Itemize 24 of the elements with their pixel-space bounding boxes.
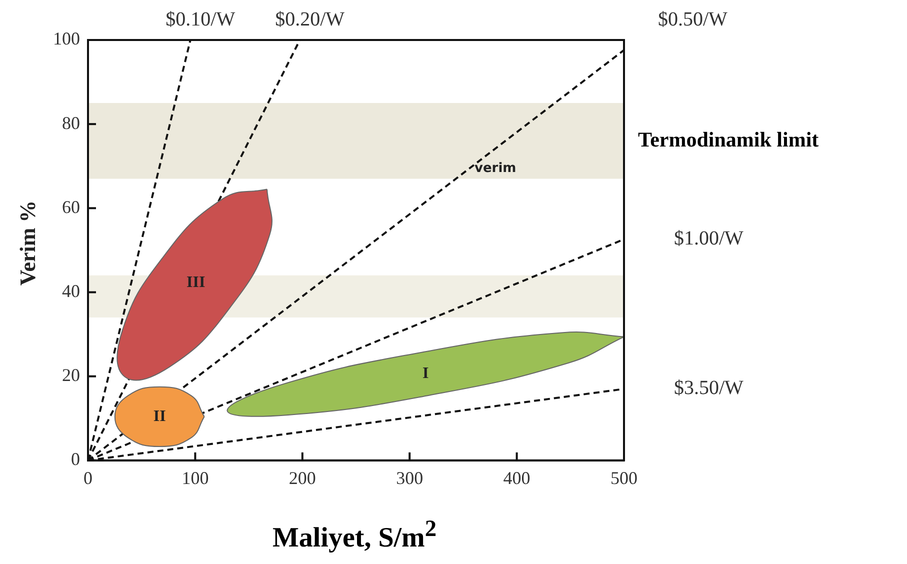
- y-tick-label: 20: [62, 365, 80, 386]
- x-tick-label: 500: [610, 468, 638, 488]
- y-tick-label: 60: [62, 196, 80, 217]
- annotation: verim: [474, 161, 516, 176]
- series-label: III: [186, 274, 206, 292]
- x-tick-label: 0: [84, 468, 92, 488]
- series-label: $0.50/W: [658, 8, 728, 30]
- y-tick-label: 0: [71, 449, 80, 470]
- series-label: $0.10/W: [166, 8, 236, 30]
- series-label: II: [153, 408, 166, 425]
- y-tick-label: 40: [62, 280, 80, 301]
- y-tick-label: 100: [53, 28, 80, 49]
- x-tick-label: 300: [396, 468, 424, 488]
- text: $3.50/W: [674, 377, 744, 400]
- series-label: $0.20/W: [275, 8, 345, 30]
- x-tick-label: 400: [503, 468, 530, 488]
- band-label: Termodinamik limit: [638, 127, 819, 152]
- y-axis-title: Verim %: [15, 199, 41, 288]
- x-tick-label: 200: [288, 468, 316, 488]
- x-axis-title: Maliyet, S/m$^{2}$: [271, 516, 438, 554]
- series-label: I: [422, 364, 429, 382]
- y-tick-label: 80: [62, 112, 80, 133]
- x-tick-label: 100: [182, 468, 209, 488]
- text: $1.00/W: [674, 228, 744, 250]
